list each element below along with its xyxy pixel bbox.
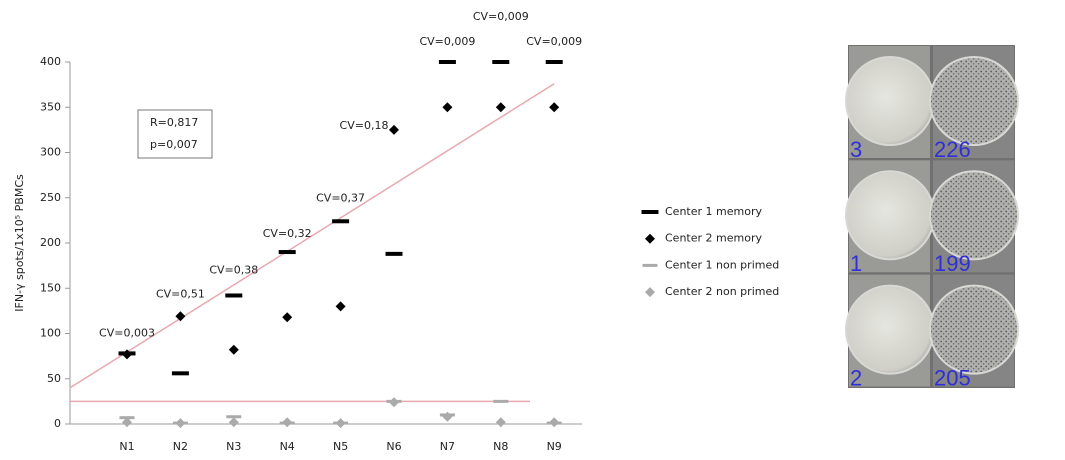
y-axis-label: IFN-γ spots/1x10⁵ PBMCs xyxy=(13,174,26,312)
x-tick-label: N5 xyxy=(333,440,348,453)
spot-count: 2 xyxy=(850,365,862,390)
data-point xyxy=(386,252,403,256)
legend-label: Center 2 memory xyxy=(665,232,762,245)
cv-label: CV=0,18 xyxy=(340,119,389,132)
cv-label: CV=0,003 xyxy=(99,326,155,339)
data-point xyxy=(439,60,456,64)
cv-label: CV=0,37 xyxy=(316,191,365,204)
data-point xyxy=(389,397,399,407)
x-tick-label: N6 xyxy=(386,440,401,453)
x-tick-label: N3 xyxy=(226,440,241,453)
data-point xyxy=(336,301,346,311)
legend-marker xyxy=(645,287,655,297)
cv-label: CV=0,51 xyxy=(156,287,205,300)
data-point xyxy=(492,60,509,64)
data-point xyxy=(225,293,242,297)
elispot-plate: 3 226 1 199 2 205 xyxy=(846,45,1018,390)
x-tick-label: N1 xyxy=(119,440,134,453)
y-tick-label: 250 xyxy=(40,191,61,204)
y-tick-label: 0 xyxy=(54,417,61,430)
cv-label: CV=0,009 xyxy=(526,35,582,48)
legend-label: Center 1 memory xyxy=(665,205,762,218)
well xyxy=(846,286,934,374)
y-tick-label: 150 xyxy=(40,281,61,294)
data-point xyxy=(175,418,185,428)
legend-label: Center 2 non primed xyxy=(665,285,779,298)
data-point xyxy=(336,418,346,428)
y-tick-label: 100 xyxy=(40,327,61,340)
spot-count: 205 xyxy=(934,365,971,390)
y-tick-label: 300 xyxy=(40,146,61,159)
well xyxy=(930,286,1018,374)
y-tick-label: 200 xyxy=(40,236,61,249)
spot-count: 3 xyxy=(850,137,862,162)
data-point xyxy=(496,102,506,112)
x-tick-label: N2 xyxy=(173,440,188,453)
stats-text: p=0,007 xyxy=(150,138,198,151)
y-tick-label: 400 xyxy=(40,55,61,68)
x-tick-label: N4 xyxy=(280,440,295,453)
spot-count: 1 xyxy=(850,251,862,276)
well xyxy=(846,57,934,145)
cv-label: CV=0,32 xyxy=(263,227,312,240)
legend-marker xyxy=(643,264,658,267)
data-point xyxy=(282,417,292,427)
x-tick-label: N7 xyxy=(440,440,455,453)
data-point xyxy=(229,345,239,355)
legend-label: Center 1 non primed xyxy=(665,258,779,271)
cv-label: CV=0,38 xyxy=(209,263,258,276)
data-point xyxy=(549,102,559,112)
well xyxy=(930,171,1018,259)
well xyxy=(846,171,934,259)
legend-marker xyxy=(642,210,659,214)
data-point xyxy=(442,412,452,422)
data-point xyxy=(389,125,399,135)
legend-marker xyxy=(645,234,655,244)
data-point xyxy=(549,417,559,427)
well xyxy=(930,57,1018,145)
y-tick-label: 50 xyxy=(47,372,61,385)
data-point xyxy=(172,371,189,375)
data-point xyxy=(442,102,452,112)
data-point xyxy=(496,417,506,427)
cv-label: CV=0,009 xyxy=(419,35,475,48)
data-point xyxy=(493,400,508,403)
spot-count: 226 xyxy=(934,137,971,162)
data-point xyxy=(282,312,292,322)
page: IFN-γ spots/1x10⁵ PBMCs R=0,817 p=0,007 … xyxy=(0,0,1065,456)
cv-label: CV=0,009 xyxy=(473,10,529,23)
y-tick-label: 350 xyxy=(40,100,61,113)
data-point xyxy=(279,250,296,254)
data-point xyxy=(332,219,349,223)
spot-count: 199 xyxy=(934,251,971,276)
stats-text: R=0,817 xyxy=(150,116,198,129)
data-point xyxy=(229,417,239,427)
x-tick-label: N8 xyxy=(493,440,508,453)
data-point xyxy=(546,60,563,64)
x-tick-label: N9 xyxy=(547,440,562,453)
data-point xyxy=(122,349,132,359)
